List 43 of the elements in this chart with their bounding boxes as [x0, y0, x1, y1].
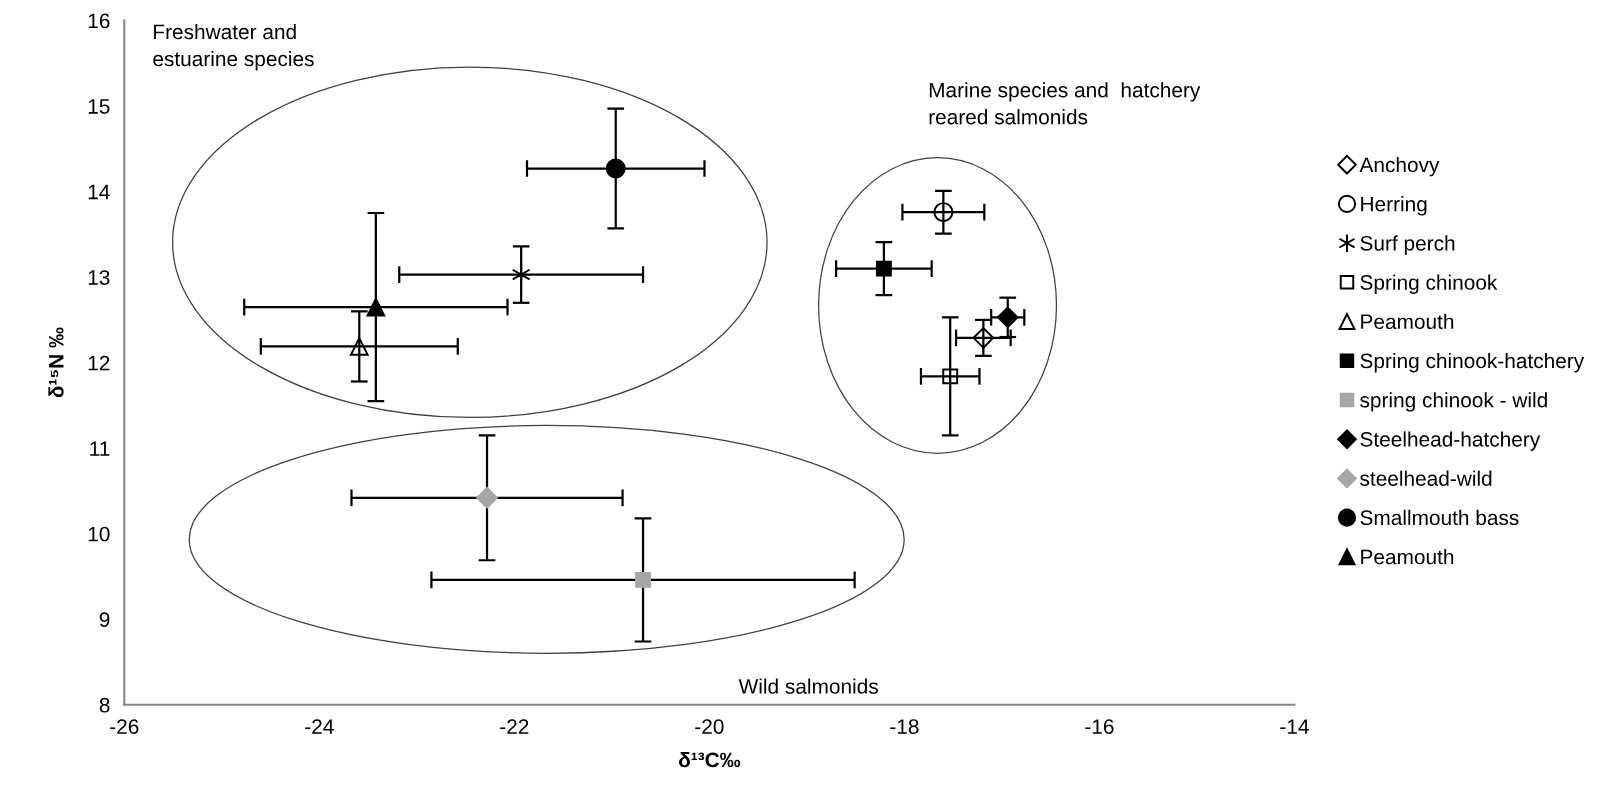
point [605, 158, 626, 179]
legend-label: Smallmouth bass [1360, 509, 1519, 526]
y-tick-label: 9 [99, 612, 110, 628]
legend-label: Spring chinook [1360, 274, 1498, 294]
y-axis-title: δ¹⁵N ‰ [48, 327, 64, 398]
legend-label: Spring chinook-hatchery [1360, 352, 1585, 373]
annotation: Freshwater and estuarine species [153, 23, 314, 71]
point [972, 327, 995, 349]
y-tick-label: 16 [88, 13, 110, 29]
annotation: Marine species and hatchery reared salmonids [929, 82, 1201, 125]
legend-label: Peamouth [1361, 549, 1454, 565]
x-tick-label: -24 [305, 719, 334, 734]
legend-label: spring chinook - wild [1360, 392, 1547, 412]
legend-label: Herring [1361, 196, 1427, 216]
point [635, 572, 651, 588]
x-tick-label: -16 [1085, 719, 1114, 734]
y-tick-label: 14 [88, 184, 110, 200]
x-tick-label: -26 [110, 719, 139, 734]
y-tick-label: 13 [88, 270, 110, 285]
point [933, 202, 954, 223]
point [875, 260, 892, 277]
legend-label: steelhead-wild [1360, 470, 1492, 486]
point [942, 368, 959, 385]
x-tick-label: -22 [500, 719, 529, 734]
legend-label: Anchovy [1359, 156, 1440, 177]
point [511, 263, 531, 286]
y-tick-label: 15 [88, 99, 110, 114]
legend-label: Peamouth [1361, 313, 1454, 330]
y-tick-label: 12 [88, 355, 110, 371]
legend-label: Steelhead-hatchery [1360, 431, 1541, 451]
point [349, 337, 369, 356]
point [476, 487, 498, 509]
x-tick-label: -20 [695, 719, 724, 734]
x-axis-title: δ¹³C‰ [679, 751, 741, 768]
x-tick-label: -18 [890, 719, 919, 734]
y-tick-label: 8 [99, 697, 110, 713]
y-tick-label: 10 [88, 526, 110, 542]
legend-label: Surf perch [1360, 235, 1455, 255]
y-tick-label: 11 [90, 441, 110, 456]
x-tick-label: -14 [1280, 719, 1309, 734]
point [366, 297, 386, 317]
point [996, 306, 1019, 329]
annotation: Wild salmonids [738, 678, 878, 694]
